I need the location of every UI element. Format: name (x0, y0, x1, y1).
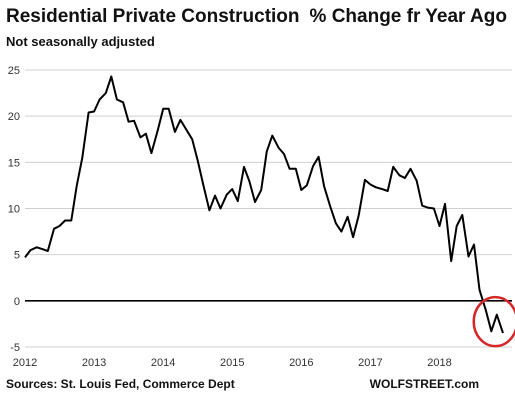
series-line (24, 75, 504, 334)
x-tick-label: 2015 (220, 357, 244, 369)
chart-title-main: Residential Private Construction (6, 6, 300, 27)
chart-title: Residential Private Construction % Change… (6, 6, 507, 28)
x-tick-label: 2012 (13, 357, 37, 369)
gridlines (25, 69, 512, 348)
y-tick-label: -5 (10, 342, 20, 354)
y-axis-ticks: 25 20 15 10 5 0 -5 (8, 65, 20, 354)
y-tick-label: 0 (14, 296, 20, 308)
x-axis-ticks: 2012 2013 2014 2015 2016 2017 2018 (13, 357, 452, 369)
y-tick-label: 10 (8, 204, 20, 216)
x-tick-label: 2017 (358, 357, 382, 369)
x-tick-label: 2018 (427, 357, 451, 369)
source-note: Sources: St. Louis Fed, Commerce Dept (6, 377, 235, 391)
chart-subtitle: Not seasonally adjusted (6, 34, 155, 49)
x-tick-label: 2013 (82, 357, 106, 369)
y-tick-label: 20 (8, 111, 20, 123)
brand-label: WOLFSTREET.com (369, 377, 479, 391)
x-tick-label: 2016 (289, 357, 313, 369)
x-tick-label: 2014 (151, 357, 175, 369)
highlight-circle (472, 295, 515, 348)
chart-title-right: % Change fr Year Ago (309, 6, 507, 27)
y-tick-label: 25 (8, 65, 20, 77)
y-tick-label: 15 (8, 157, 20, 169)
y-tick-label: 5 (14, 250, 20, 262)
